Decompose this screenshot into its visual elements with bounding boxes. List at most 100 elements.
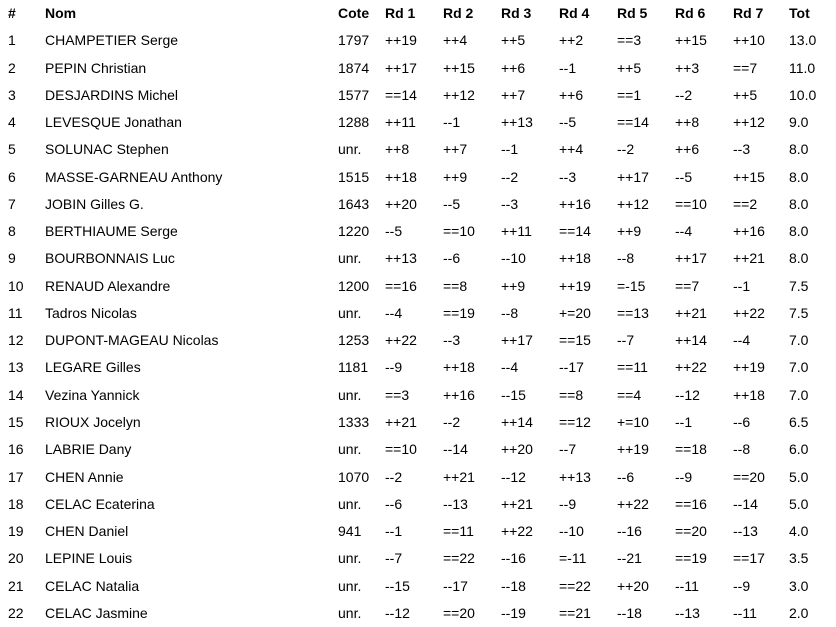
table-cell: CELAC Jasmine	[45, 604, 148, 621]
table-cell: ==22	[559, 577, 591, 594]
table-cell: 8.0	[789, 168, 809, 185]
table-cell: ==18	[675, 441, 707, 458]
table-cell: --15	[501, 386, 526, 403]
table-cell: ++22	[617, 495, 649, 512]
table-cell: DUPONT-MAGEAU Nicolas	[45, 332, 219, 349]
table-cell: ++10	[733, 32, 765, 49]
table-cell: --7	[617, 332, 635, 349]
table-cell: --8	[617, 250, 635, 267]
header-cell: Rd 7	[733, 5, 764, 21]
table-cell: --2	[617, 141, 635, 158]
table-cell: ++19	[617, 441, 649, 458]
table-row: 13 LEGARE Gilles 1181 --9 ++18 --4 --17 ==11 ++2…	[0, 354, 836, 381]
table-cell: 10.0	[789, 86, 817, 103]
table-cell: --3	[443, 332, 461, 349]
table-cell: ++19	[733, 359, 765, 376]
table-cell: --4	[675, 223, 693, 240]
table-cell: 19	[8, 523, 24, 540]
table-cell: ++21	[733, 250, 765, 267]
table-cell: ++22	[501, 523, 533, 540]
table-cell: 12	[8, 332, 24, 349]
table-cell: --7	[385, 550, 403, 567]
table-cell: --17	[443, 577, 468, 594]
table-cell: ==11	[617, 359, 648, 376]
table-cell: ==22	[443, 550, 475, 567]
table-cell: 4	[8, 114, 16, 131]
table-cell: --1	[733, 277, 751, 294]
table-cell: ==4	[617, 386, 642, 403]
table-cell: --9	[385, 359, 403, 376]
table-cell: --5	[675, 168, 693, 185]
table-cell: 5.0	[789, 495, 809, 512]
header-cell: Cote	[338, 5, 370, 21]
table-cell: ++15	[675, 32, 707, 49]
table-cell: ++21	[443, 468, 475, 485]
header-cell: #	[8, 5, 16, 21]
table-cell: +=20	[559, 304, 591, 321]
table-cell: --6	[443, 250, 461, 267]
table-cell: ++3	[675, 59, 700, 76]
table-cell: 1070	[338, 468, 370, 485]
table-cell: ==20	[733, 468, 765, 485]
table-cell: 1200	[338, 277, 370, 294]
table-cell: ++13	[385, 250, 417, 267]
table-cell: --14	[443, 441, 468, 458]
table-cell: 1220	[338, 223, 370, 240]
table-cell: --5	[559, 114, 577, 131]
table-cell: --3	[733, 141, 751, 158]
table-row: 22 CELAC Jasmine unr. --12 ==20 --19 ==21 --18 -…	[0, 600, 836, 627]
table-cell: --12	[675, 386, 700, 403]
table-cell: 13	[8, 359, 24, 376]
table-cell: ++19	[385, 32, 417, 49]
table-cell: --6	[385, 495, 403, 512]
table-cell: ==3	[617, 32, 642, 49]
table-cell: ++13	[501, 114, 533, 131]
table-cell: --5	[385, 223, 403, 240]
table-cell: ++15	[733, 168, 765, 185]
table-cell: 7.5	[789, 277, 809, 294]
table-cell: ++11	[501, 223, 532, 240]
table-cell: ++6	[559, 86, 584, 103]
table-cell: ==19	[443, 304, 475, 321]
header-cell: Rd 3	[501, 5, 532, 21]
table-cell: 7.0	[789, 386, 809, 403]
table-cell: 8.0	[789, 250, 809, 267]
table-row: 15 RIOUX Jocelyn 1333 ++21 --2 ++14 ==12 +=10 --…	[0, 409, 836, 436]
table-row: 3 DESJARDINS Michel 1577 ==14 ++12 ++7 ++6 ==1 -…	[0, 82, 836, 109]
table-row: 16 LABRIE Dany unr. ==10 --14 ++20 --7 ++19 ==18…	[0, 436, 836, 463]
table-cell: 10	[8, 277, 24, 294]
table-cell: 1643	[338, 195, 370, 212]
table-cell: LABRIE Dany	[45, 441, 132, 458]
table-cell: ++14	[675, 332, 707, 349]
table-cell: --16	[501, 550, 526, 567]
table-row: 12 DUPONT-MAGEAU Nicolas 1253 ++22 --3 ++17 ==…	[0, 327, 836, 354]
table-cell: 16	[8, 441, 24, 458]
table-cell: ++17	[385, 59, 417, 76]
table-row: 2 PEPIN Christian 1874 ++17 ++15 ++6 --1 ++5 ++3…	[0, 55, 836, 82]
table-cell: ++5	[501, 32, 526, 49]
table-cell: 6.5	[789, 413, 809, 430]
table-cell: --21	[617, 550, 642, 567]
table-cell: --18	[501, 577, 526, 594]
table-cell: --10	[559, 523, 584, 540]
table-cell: 21	[8, 577, 24, 594]
table-cell: --8	[501, 304, 519, 321]
table-cell: ==14	[385, 86, 417, 103]
table-row: 21 CELAC Natalia unr. --15 --17 --18 ==22 ++20 -…	[0, 573, 836, 600]
table-row: 20 LEPINE Louis unr. --7 ==22 --16 =-11 --21 ==1…	[0, 545, 836, 572]
table-cell: ++8	[385, 141, 410, 158]
table-cell: ++4	[443, 32, 468, 49]
table-cell: --2	[385, 468, 403, 485]
table-cell: ++6	[675, 141, 700, 158]
table-cell: --13	[733, 523, 758, 540]
table-cell: unr.	[338, 604, 362, 621]
table-cell: ++20	[385, 195, 417, 212]
table-cell: unr.	[338, 550, 362, 567]
table-cell: CHAMPETIER Serge	[45, 32, 179, 49]
table-cell: unr.	[338, 141, 362, 158]
table-cell: CHEN Annie	[45, 468, 124, 485]
table-row: 9 BOURBONNAIS Luc unr. ++13 --6 --10 ++18 --8 ++…	[0, 245, 836, 272]
table-cell: ==10	[675, 195, 707, 212]
table-cell: --8	[733, 441, 751, 458]
table-row: 8 BERTHIAUME Serge 1220 --5 ==10 ++11 ==14 ++9 -…	[0, 218, 836, 245]
